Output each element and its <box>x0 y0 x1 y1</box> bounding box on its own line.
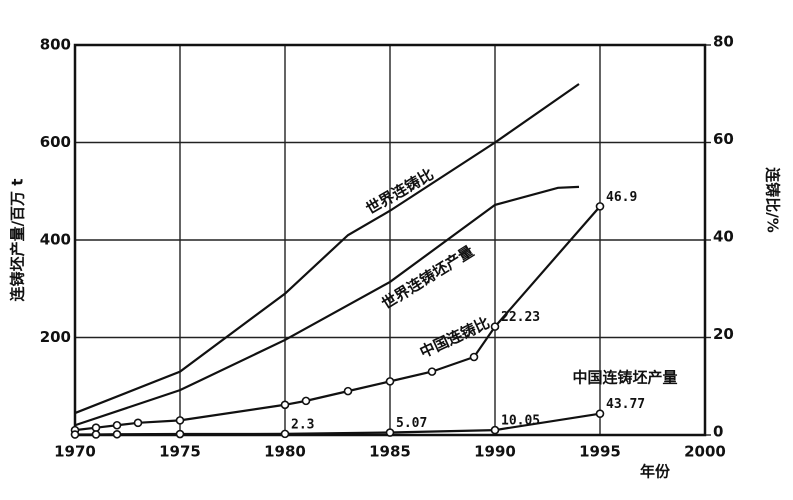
x-tick-label: 1985 <box>369 443 411 461</box>
data-label: 46.9 <box>606 190 637 205</box>
data-label: 5.07 <box>396 416 427 431</box>
y-tick-label: 600 <box>40 133 71 151</box>
data-point <box>385 377 395 386</box>
data-point <box>427 367 437 376</box>
data-point <box>280 429 290 439</box>
y-tick-label: 200 <box>40 328 71 346</box>
x-tick-label: 1995 <box>579 443 621 461</box>
data-point <box>490 322 500 331</box>
data-label: 22.23 <box>501 310 540 325</box>
x-tick-label: 1975 <box>159 443 201 461</box>
data-point <box>175 429 185 439</box>
y2-tick-label: 20 <box>713 325 734 343</box>
y-tick-label: 400 <box>40 231 71 249</box>
data-point <box>301 396 311 406</box>
x-axis-title: 年份 <box>640 463 671 481</box>
data-point <box>112 429 122 439</box>
series-name: 世界连铸比 <box>363 165 437 218</box>
data-label: 10.05 <box>501 414 540 429</box>
data-label: 43.77 <box>606 397 645 412</box>
y-tick-label: 800 <box>40 36 71 54</box>
data-point <box>175 416 185 425</box>
data-point <box>343 386 353 396</box>
data-point <box>595 202 605 211</box>
data-point <box>112 420 122 430</box>
series-name: 中国连铸坯产量 <box>572 369 677 387</box>
y2-tick-label: 40 <box>713 228 734 246</box>
data-label: 2.3 <box>291 417 314 432</box>
data-point <box>70 430 80 439</box>
x-tick-label: 1980 <box>264 443 306 461</box>
x-tick-label: 2000 <box>684 443 726 461</box>
y2-tick-label: 0 <box>713 423 723 441</box>
data-point <box>469 352 479 362</box>
data-point <box>595 409 605 418</box>
y2-tick-label: 80 <box>713 33 734 51</box>
series-line <box>74 83 580 415</box>
data-point <box>385 428 395 437</box>
series-name: 世界连铸坯产量 <box>378 242 477 313</box>
y-axis-title: 连铸坯产量/百万 t <box>9 179 27 302</box>
x-tick-label: 1990 <box>474 443 516 461</box>
data-point <box>91 430 101 439</box>
data-point <box>490 425 500 435</box>
x-tick-label: 1970 <box>54 443 96 461</box>
data-point <box>280 400 290 410</box>
y2-tick-label: 60 <box>713 130 734 148</box>
y2-axis-title: 连铸比/% <box>764 167 782 233</box>
data-point <box>133 418 143 428</box>
series-line <box>74 185 580 427</box>
